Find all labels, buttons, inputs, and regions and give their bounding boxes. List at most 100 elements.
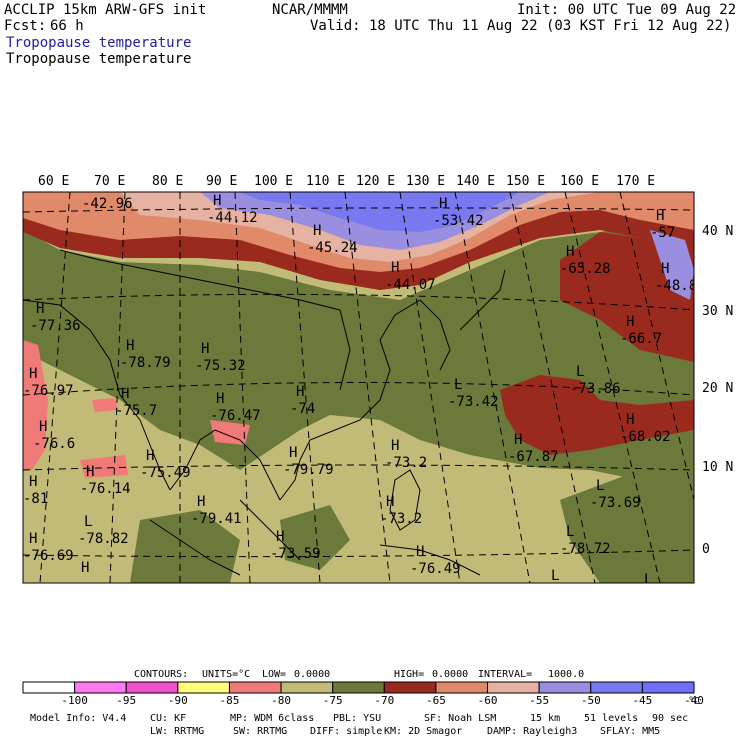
high-marker: H bbox=[386, 494, 394, 510]
low-marker: L bbox=[566, 524, 574, 540]
low-marker: L bbox=[84, 514, 92, 530]
extremum-value: -78.72 bbox=[560, 541, 611, 557]
high-marker: H bbox=[121, 386, 129, 402]
lon-label: 160 E bbox=[560, 174, 599, 189]
fill-lt-70-65-east bbox=[560, 232, 694, 362]
fill-lt-45-40-east bbox=[650, 230, 694, 300]
high-marker: H bbox=[197, 494, 205, 510]
extremum-value: -79.41 bbox=[191, 511, 242, 527]
footer-item: KM: 2D Smagor bbox=[384, 726, 462, 737]
low-label: LOW= bbox=[262, 669, 286, 680]
footer-item: 15 km bbox=[530, 713, 560, 724]
extremum-value: -75.32 bbox=[195, 358, 246, 374]
extremum-value: -76.97 bbox=[23, 383, 74, 399]
high-marker: H bbox=[661, 261, 669, 277]
colorbar-swatch bbox=[280, 681, 334, 694]
high-marker: H bbox=[29, 366, 37, 382]
footer-item: MP: WDM 6class bbox=[230, 713, 314, 724]
colorbar-swatch bbox=[22, 681, 76, 694]
high-marker: H bbox=[146, 448, 154, 464]
extremum-value: -73.86 bbox=[570, 381, 621, 397]
extremum-value: -76.49 bbox=[410, 561, 461, 577]
model-title: ACCLIP 15km ARW-GFS init bbox=[4, 2, 207, 18]
high-marker: H bbox=[276, 529, 284, 545]
lat-label: 0 bbox=[702, 542, 710, 557]
high-marker: H bbox=[313, 223, 321, 239]
extremum-value: -65.28 bbox=[560, 261, 611, 277]
lon-label: 90 E bbox=[206, 174, 237, 189]
high-marker: H bbox=[626, 314, 634, 330]
low-marker: L bbox=[551, 568, 559, 584]
units-label: UNITS=°C bbox=[202, 669, 250, 680]
high-marker: H bbox=[36, 301, 44, 317]
extremum-value: -78.79 bbox=[120, 355, 171, 371]
colorbar-tick-label: -50 bbox=[581, 694, 601, 707]
graticule bbox=[23, 192, 694, 583]
footer-item: 90 sec bbox=[652, 713, 688, 724]
colorbar-labels: -100 -95 -90 -85 -80 -75 -70 -65 -60 -55 -50 -45 -40 bbox=[61, 694, 704, 707]
colorbar-tick-label: -95 bbox=[116, 694, 136, 707]
footer-item: CU: KF bbox=[150, 713, 186, 724]
high-marker: H bbox=[29, 474, 37, 490]
extremum-value: -78.82 bbox=[78, 531, 129, 547]
high-marker: H bbox=[213, 193, 221, 209]
fill-lt-70-65-pacific bbox=[500, 375, 694, 455]
extremum-value: -76.6 bbox=[33, 436, 75, 452]
high-marker: H bbox=[391, 438, 399, 454]
footer-item: PBL: YSU bbox=[333, 713, 381, 724]
colorbar-swatch bbox=[228, 681, 282, 694]
high-marker: H bbox=[296, 384, 304, 400]
map-frame bbox=[22, 191, 695, 584]
colorbar-swatch bbox=[74, 681, 127, 694]
high-label: HIGH= bbox=[394, 669, 424, 680]
lat-label: 30 N bbox=[702, 304, 733, 319]
colorbar-tick-label: -65 bbox=[426, 694, 446, 707]
extremum-value: -73.2 bbox=[380, 511, 422, 527]
lon-label: 170 E bbox=[616, 174, 655, 189]
high-marker: H bbox=[29, 531, 37, 547]
high-marker: H bbox=[289, 445, 297, 461]
lat-label: 10 N bbox=[702, 460, 733, 475]
colorbar-swatch bbox=[383, 681, 437, 694]
colorbar-tick-label: -45 bbox=[632, 694, 652, 707]
high-marker: H bbox=[514, 432, 522, 448]
footer-item: 51 levels bbox=[584, 713, 638, 724]
low-marker: L bbox=[576, 364, 584, 380]
extremum-value: -79.79 bbox=[283, 462, 334, 478]
extremum-value: -44.12 bbox=[207, 210, 258, 226]
fill-lt-85-80-india bbox=[92, 398, 118, 412]
lon-label: 140 E bbox=[456, 174, 495, 189]
colorbar-tick-label: -40 bbox=[684, 694, 704, 707]
lon-label: 80 E bbox=[152, 174, 183, 189]
longitude-labels: 60 E 70 E 80 E 90 E 100 E 110 E 120 E 13… bbox=[38, 174, 655, 189]
high-marker: H bbox=[88, 179, 96, 195]
fill-lt-45-40 bbox=[240, 192, 520, 232]
contour-info: CONTOURS: UNITS=°C LOW= 0.0000 HIGH= 0.0… bbox=[134, 669, 584, 680]
colorbar-swatch bbox=[435, 681, 489, 694]
colorbar-swatch bbox=[177, 681, 230, 694]
colorbar-tick-label: -70 bbox=[374, 694, 394, 707]
lon-label: 130 E bbox=[406, 174, 445, 189]
init-time: Init: 00 UTC Tue 09 Aug 22 bbox=[517, 2, 737, 18]
fill-lt-75-70-south3 bbox=[560, 470, 694, 583]
extremum-value: -73.59 bbox=[270, 546, 321, 562]
footer-item: Model Info: V4.4 bbox=[30, 713, 126, 724]
colorbar-tick-label: -90 bbox=[168, 694, 188, 707]
high-marker: H bbox=[81, 560, 89, 576]
lon-label: 110 E bbox=[306, 174, 345, 189]
lon-label: 100 E bbox=[254, 174, 293, 189]
colorbar-tick-label: -100 bbox=[61, 694, 88, 707]
extremum-value: -44.07 bbox=[385, 277, 436, 293]
colorbar-swatch bbox=[487, 681, 540, 694]
extremum-value: -48.8 bbox=[655, 278, 697, 294]
low-marker: L bbox=[596, 478, 604, 494]
lon-label: 150 E bbox=[506, 174, 545, 189]
fill-lt-75-70-south bbox=[130, 510, 240, 583]
contours-label: CONTOURS: bbox=[134, 669, 188, 680]
high-marker: H bbox=[656, 208, 664, 224]
colorbar-tick-label: -80 bbox=[271, 694, 291, 707]
valid-time: Valid: 18 UTC Thu 11 Aug 22 (03 KST Fri … bbox=[310, 18, 732, 34]
interval-label: INTERVAL= bbox=[478, 669, 532, 680]
high-marker: H bbox=[126, 338, 134, 354]
